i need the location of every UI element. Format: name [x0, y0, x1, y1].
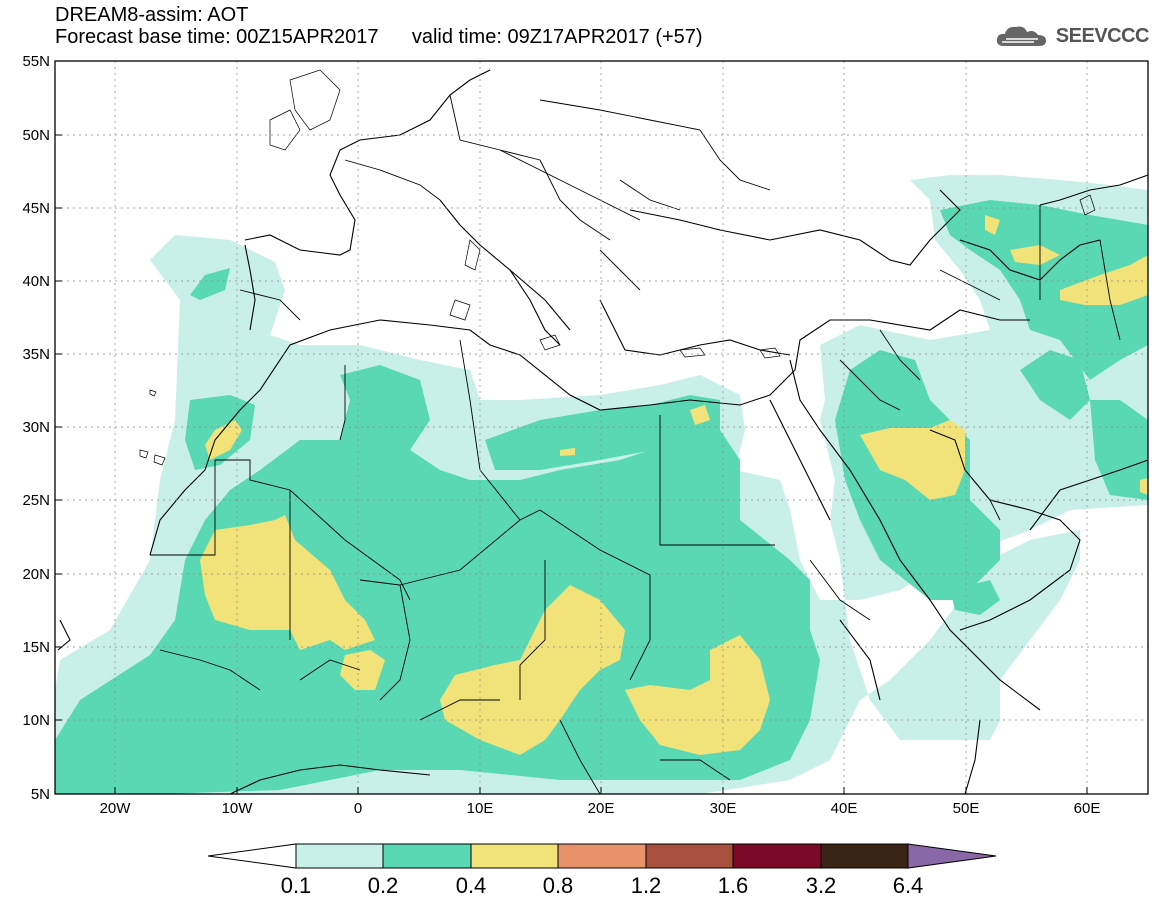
lat-tick-label: 40N: [22, 273, 50, 290]
lon-tick-label: 40E: [831, 800, 858, 817]
lon-tick-label: 10E: [467, 800, 494, 817]
colorbar-over-arrow: [907, 843, 997, 869]
colorbar-label: 0.4: [456, 873, 487, 898]
lat-tick-label: 15N: [22, 639, 50, 656]
lat-tick-label: 10N: [22, 712, 50, 729]
colorbar: [207, 843, 997, 869]
map-subtitle: Forecast base time: 00Z15APR2017 valid t…: [55, 26, 703, 48]
aot-band-0.4: [200, 215, 1148, 755]
colorbar-swatch: [645, 843, 734, 869]
country-borders: [150, 94, 1121, 794]
lat-tick-label: 50N: [22, 127, 50, 144]
logo-text: SEEVCCC: [1055, 24, 1150, 47]
colorbar-under-arrow: [207, 843, 297, 869]
lon-tick-label: 0: [354, 800, 362, 817]
cloud-icon: [996, 26, 1046, 46]
colorbar-swatch: [295, 843, 384, 869]
axis-ticks: [55, 60, 1088, 795]
lat-tick-label: 35N: [22, 346, 50, 363]
lon-tick-label: 60E: [1074, 800, 1101, 817]
lat-tick-label: 5N: [31, 786, 50, 803]
colorbar-label: 0.8: [543, 873, 574, 898]
seevccc-logo: SEEVCCC: [994, 22, 1150, 50]
lon-tick-label: 50E: [953, 800, 980, 817]
map-title-block: DREAM8-assim: AOT Forecast base time: 00…: [55, 4, 703, 48]
lon-tick-label: 30E: [710, 800, 737, 817]
colorbar-label: 3.2: [806, 873, 837, 898]
aot-fields: [55, 175, 1148, 794]
lat-tick-label: 20N: [22, 566, 50, 583]
colorbar-label: 1.6: [718, 873, 749, 898]
lat-tick-label: 25N: [22, 492, 50, 509]
colorbar-label: 0.1: [281, 873, 312, 898]
colorbar-label: 0.2: [368, 873, 399, 898]
colorbar-labels: 0.1 0.2 0.4 0.8 1.2 1.6 3.2 6.4: [281, 873, 924, 898]
longitude-labels: 20W 10W 0 10E 20E 30E 40E 50E 60E: [100, 800, 1101, 817]
lat-tick-label: 45N: [22, 200, 50, 217]
colorbar-label: 6.4: [893, 873, 924, 898]
lon-tick-label: 20W: [100, 800, 132, 817]
colorbar-swatch: [382, 843, 472, 869]
base-time-label: Forecast base time: 00Z15APR2017: [55, 26, 379, 48]
colorbar-swatch: [820, 843, 909, 869]
lat-tick-label: 30N: [22, 419, 50, 436]
lon-tick-label: 10W: [222, 800, 254, 817]
colorbar-swatch: [557, 843, 647, 869]
colorbar-swatch: [732, 843, 822, 869]
latitude-labels: 55N 50N 45N 40N 35N 30N 25N 20N 15N 10N …: [22, 53, 50, 803]
lat-tick-label: 55N: [22, 53, 50, 70]
map-title: DREAM8-assim: AOT: [55, 4, 249, 26]
gridlines: [55, 61, 1148, 794]
lon-tick-label: 20E: [588, 800, 615, 817]
aot-band-0.2: [55, 200, 1148, 794]
colorbar-swatch: [470, 843, 559, 869]
valid-time-label: valid time: 09Z17APR2017 (+57): [411, 26, 703, 48]
colorbar-label: 1.2: [631, 873, 662, 898]
islands: [139, 69, 1096, 466]
